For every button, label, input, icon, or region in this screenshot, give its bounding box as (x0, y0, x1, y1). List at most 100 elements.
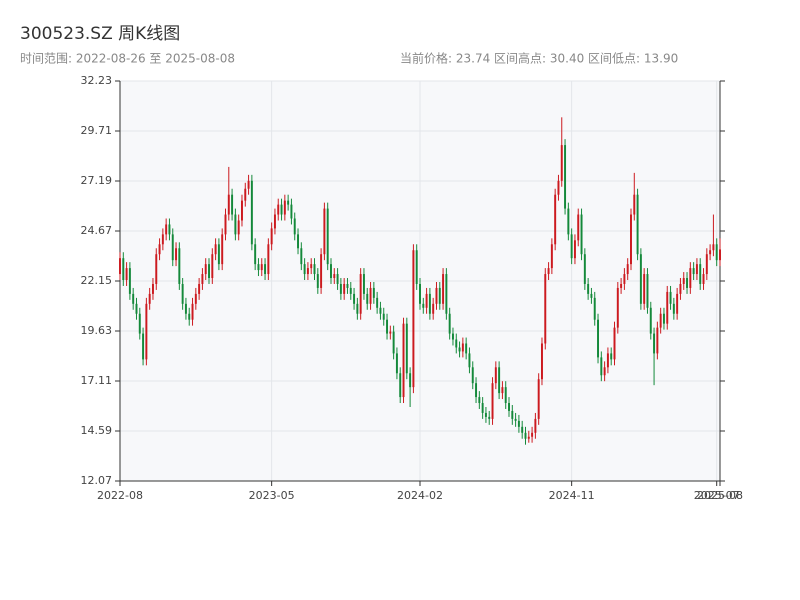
candle-body (573, 240, 576, 259)
candle-body (540, 343, 543, 380)
candle-body (221, 234, 224, 265)
candle-body (409, 373, 412, 388)
candle-body (349, 287, 352, 294)
candle-body (689, 268, 692, 288)
candle-body (247, 180, 250, 189)
candle-body (161, 234, 164, 245)
y-tick-label: 22.15 (81, 274, 113, 287)
candle-body (676, 293, 679, 314)
candle-body (458, 347, 461, 352)
candle-body (290, 204, 293, 219)
stat-low: 区间低点: 13.90 (588, 52, 678, 66)
x-tick-label: 2025-08 (697, 489, 743, 502)
candle-body (353, 293, 356, 304)
candle-body (606, 353, 609, 368)
candle-body (626, 264, 629, 275)
candle-body (570, 234, 573, 259)
candle-body (567, 208, 570, 235)
candle-body (171, 234, 174, 261)
candle-body (148, 293, 151, 304)
chart-title: 300523.SZ 周K线图 (20, 24, 180, 44)
stat-high: 区间高点: 30.40 (494, 51, 584, 66)
candle-body (620, 283, 623, 288)
candle-body (191, 303, 194, 320)
candle-body (705, 254, 708, 275)
candle-body (448, 313, 451, 334)
candle-body (382, 313, 385, 320)
candle-body (280, 204, 283, 215)
candle-body (151, 283, 154, 294)
candle-body (455, 339, 458, 348)
candle-body (597, 319, 600, 358)
chart-subtitle: 时间范围: 2022-08-26 至 2025-08-08 (20, 52, 235, 66)
candle-body (175, 248, 178, 261)
candle-body (564, 145, 567, 209)
candle-body (135, 303, 138, 314)
candle-body (432, 303, 435, 314)
candle-body (590, 293, 593, 298)
candle-body (188, 313, 191, 320)
candle-body (260, 264, 263, 271)
candle-body (277, 204, 280, 215)
x-tick-label: 2024-02 (397, 489, 443, 502)
candle-body (471, 367, 474, 384)
candle-body (636, 194, 639, 255)
y-tick-label: 24.67 (81, 224, 113, 237)
candle-body (702, 274, 705, 284)
candle-body (283, 200, 286, 215)
candle-body (346, 283, 349, 288)
x-tick-label: 2025-07 (694, 489, 740, 502)
candle-body (399, 373, 402, 398)
candle-body (310, 264, 313, 269)
candle-body (194, 293, 197, 304)
candle-body (656, 327, 659, 354)
candle-body (240, 200, 243, 221)
candle-body (224, 214, 227, 235)
candle-body (524, 432, 527, 439)
candle-body (372, 287, 375, 298)
candle-body (306, 268, 309, 275)
candle-body (214, 244, 217, 255)
candle-body (587, 283, 590, 294)
candle-body (138, 313, 141, 334)
candle-body (438, 287, 441, 304)
candle-body (600, 357, 603, 376)
candle-body (181, 283, 184, 304)
candle-body (300, 248, 303, 265)
candle-body (339, 283, 342, 294)
candle-body (359, 274, 362, 314)
candle-body (695, 264, 698, 275)
candle-body (369, 287, 372, 304)
candle-body (468, 353, 471, 368)
candle-body (128, 268, 131, 294)
candle-body (686, 278, 689, 288)
candle-body (659, 313, 662, 328)
candle-body (125, 268, 128, 281)
candle-body (270, 228, 273, 245)
x-tick-label: 2022-08 (97, 489, 143, 502)
candle-body (521, 426, 524, 433)
candle-body (442, 274, 445, 304)
candle-body (165, 224, 168, 235)
candle-body (435, 287, 438, 304)
candle-body (392, 331, 395, 354)
candle-body (649, 307, 652, 334)
candle-body (692, 268, 695, 275)
candle-body (422, 303, 425, 308)
candle-body (491, 383, 494, 419)
candle-body (646, 274, 649, 308)
candle-body (376, 297, 379, 308)
candle-body (343, 283, 346, 294)
stat-current: 当前价格: 23.74 (400, 51, 490, 66)
x-tick-label: 2023-05 (249, 489, 295, 502)
y-tick-label: 17.11 (81, 374, 113, 387)
candle-body (386, 319, 389, 334)
candle-body (204, 264, 207, 275)
candle-body (326, 208, 329, 265)
candle-body (498, 367, 501, 394)
candle-body (633, 194, 636, 215)
candle-body (501, 387, 504, 394)
candle-body (336, 274, 339, 284)
candle-body (227, 194, 230, 215)
candle-body (451, 333, 454, 340)
